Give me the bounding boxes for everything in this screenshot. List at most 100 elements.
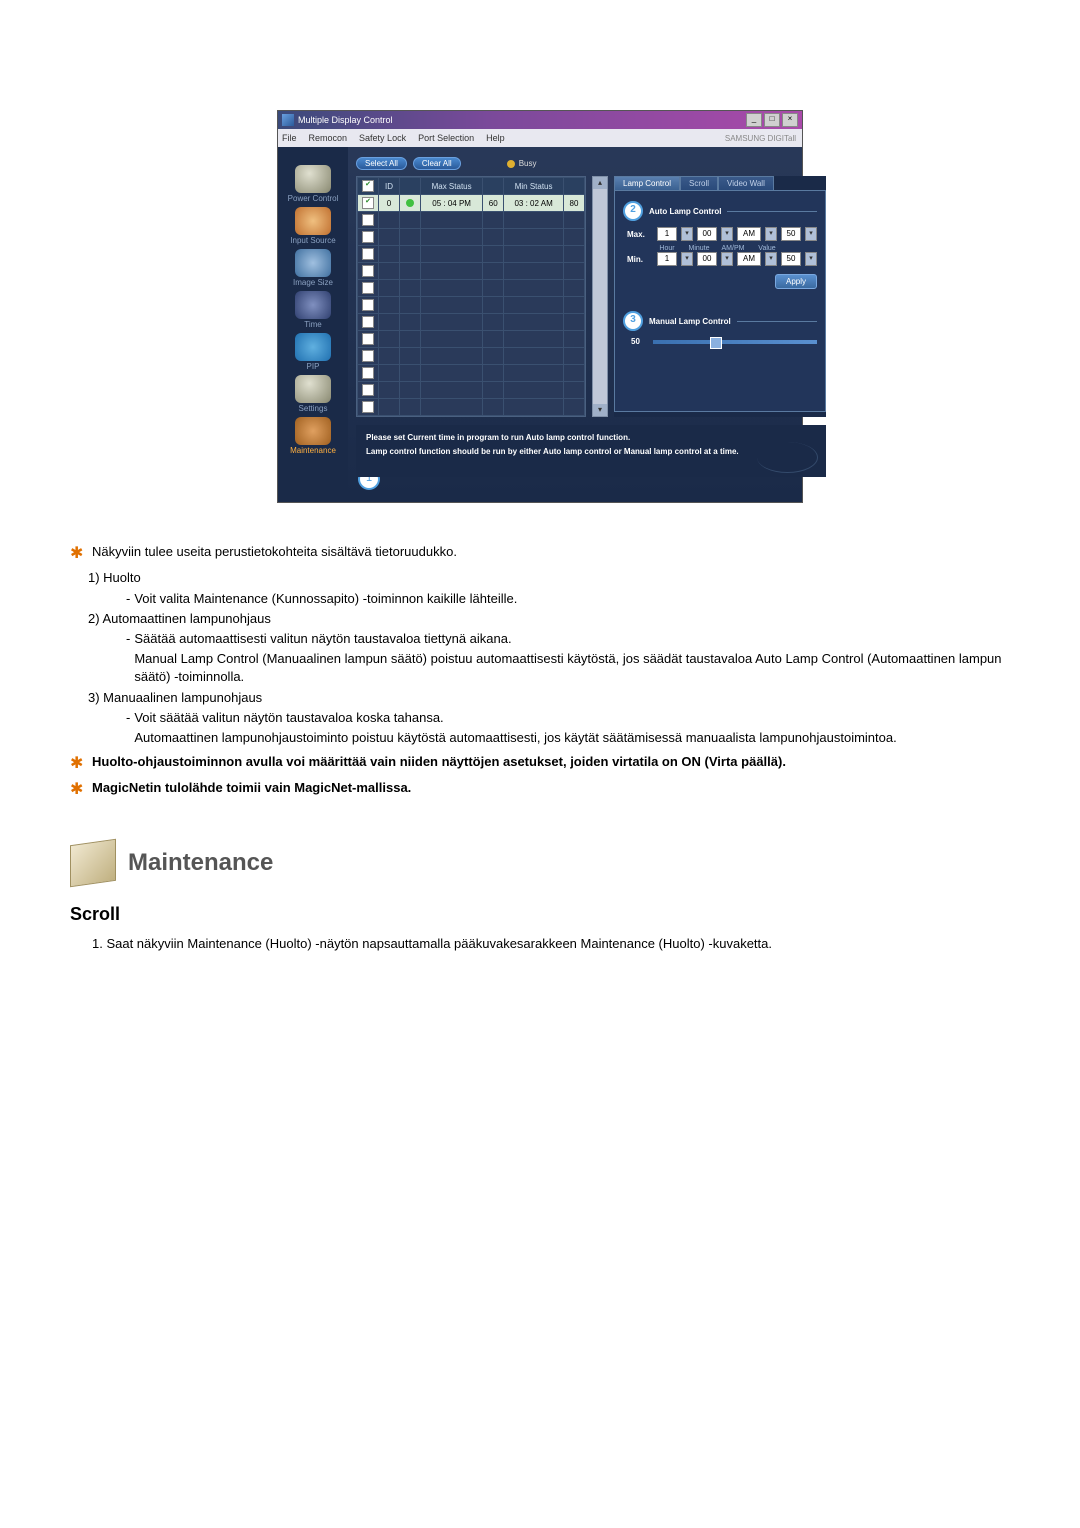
sidebar-item-settings[interactable]: Settings	[278, 375, 348, 415]
table-row[interactable]	[358, 246, 585, 263]
settings-icon	[295, 375, 331, 403]
menu-port-selection[interactable]: Port Selection	[418, 133, 474, 143]
sidebar-item-image-size[interactable]: Image Size	[278, 249, 348, 289]
min-row: Min. 1▾ 00▾ AM▾ 50▾	[627, 252, 817, 266]
table-row[interactable]	[358, 382, 585, 399]
tab-lamp-control[interactable]: Lamp Control	[614, 176, 680, 190]
header-checkbox[interactable]	[362, 180, 374, 192]
menu-bar: File Remocon Safety Lock Port Selection …	[278, 129, 802, 147]
table-row[interactable]	[358, 365, 585, 382]
menu-remocon[interactable]: Remocon	[309, 133, 348, 143]
min-value-select[interactable]: 50	[781, 252, 801, 266]
row-checkbox[interactable]	[362, 299, 374, 311]
doc-text: Huolto-ohjaustoiminnon avulla voi määrit…	[92, 753, 786, 775]
scroll-up-icon[interactable]: ▴	[593, 177, 607, 189]
tab-scroll[interactable]: Scroll	[680, 176, 718, 190]
max-min-select[interactable]: 00	[697, 227, 717, 241]
app-icon	[282, 114, 294, 126]
maximize-button[interactable]: □	[764, 113, 780, 127]
row-checkbox[interactable]	[362, 316, 374, 328]
brand-label: SAMSUNG DIGITall	[725, 134, 796, 143]
max-ampm-select[interactable]: AM	[737, 227, 761, 241]
doc-text: Voit säätää valitun näytön taustavaloa k…	[134, 709, 443, 727]
select-all-button[interactable]: Select All	[356, 157, 407, 170]
tab-video-wall[interactable]: Video Wall	[718, 176, 774, 190]
menu-file[interactable]: File	[282, 133, 297, 143]
chevron-down-icon[interactable]: ▾	[765, 227, 777, 241]
table-row[interactable]	[358, 348, 585, 365]
row-checkbox[interactable]	[362, 231, 374, 243]
max-value-select[interactable]: 50	[781, 227, 801, 241]
row-checkbox[interactable]	[362, 350, 374, 362]
col-min-status: Min Status	[504, 178, 564, 195]
table-row[interactable]	[358, 314, 585, 331]
max-hour-select[interactable]: 1	[657, 227, 677, 241]
doc-text: Näkyviin tulee useita perustietokohteita…	[92, 543, 457, 565]
time-icon	[295, 291, 331, 319]
doc-text: Voit valita Maintenance (Kunnossapito) -…	[134, 590, 517, 608]
message-line-1: Please set Current time in program to ru…	[366, 431, 816, 445]
row-checkbox[interactable]	[362, 401, 374, 413]
table-row[interactable]	[358, 212, 585, 229]
sidebar-item-pip[interactable]: PIP	[278, 333, 348, 373]
menu-help[interactable]: Help	[486, 133, 505, 143]
callout-marker-2: 2	[623, 201, 643, 221]
window-title: Multiple Display Control	[298, 115, 746, 125]
chevron-down-icon[interactable]: ▾	[765, 252, 777, 266]
manual-lamp-slider[interactable]	[653, 340, 817, 344]
min-hour-select[interactable]: 1	[657, 252, 677, 266]
power-icon	[295, 165, 331, 193]
slider-thumb-icon[interactable]	[710, 337, 722, 349]
max-row: Max. 1▾ 00▾ AM▾ 50▾	[627, 227, 817, 241]
busy-indicator: Busy	[507, 159, 537, 168]
table-row[interactable]	[358, 263, 585, 280]
table-row[interactable]	[358, 331, 585, 348]
row-checkbox[interactable]	[362, 265, 374, 277]
sidebar-item-time[interactable]: Time	[278, 291, 348, 331]
grid-scrollbar[interactable]: ▴ ▾	[592, 176, 608, 417]
table-row[interactable]	[358, 399, 585, 416]
decorative-swoosh-icon	[757, 442, 818, 473]
close-button[interactable]: ×	[782, 113, 798, 127]
chevron-down-icon[interactable]: ▾	[681, 227, 693, 241]
table-row[interactable]	[358, 229, 585, 246]
control-panel: Lamp Control Scroll Video Wall 2 Auto La…	[614, 176, 826, 417]
star-icon: ✱	[70, 543, 86, 565]
chevron-down-icon[interactable]: ▾	[721, 252, 733, 266]
chevron-down-icon[interactable]: ▾	[805, 252, 817, 266]
chevron-down-icon[interactable]: ▾	[681, 252, 693, 266]
message-line-2: Lamp control function should be run by e…	[366, 445, 816, 459]
chevron-down-icon[interactable]: ▾	[805, 227, 817, 241]
min-min-select[interactable]: 00	[697, 252, 717, 266]
row-checkbox[interactable]	[362, 282, 374, 294]
row-checkbox[interactable]	[362, 248, 374, 260]
row-checkbox[interactable]	[362, 197, 374, 209]
sidebar-item-maintenance[interactable]: Maintenance	[278, 417, 348, 457]
image-size-icon	[295, 249, 331, 277]
row-checkbox[interactable]	[362, 384, 374, 396]
row-checkbox[interactable]	[362, 333, 374, 345]
section-header: Maintenance	[70, 842, 1010, 884]
table-row[interactable]: 0 05 : 04 PM 60 03 : 02 AM 80	[358, 195, 585, 212]
chevron-down-icon[interactable]: ▾	[721, 227, 733, 241]
min-ampm-select[interactable]: AM	[737, 252, 761, 266]
sidebar-item-input-source[interactable]: Input Source	[278, 207, 348, 247]
apply-button[interactable]: Apply	[775, 274, 817, 289]
sidebar-item-power-control[interactable]: Power Control	[278, 165, 348, 205]
col-status-icon	[400, 178, 421, 195]
table-row[interactable]	[358, 280, 585, 297]
row-checkbox[interactable]	[362, 214, 374, 226]
clear-all-button[interactable]: Clear All	[413, 157, 461, 170]
doc-text: Automaattinen lampunohjaustoiminto poist…	[134, 729, 896, 747]
callout-marker-3: 3	[623, 311, 643, 331]
scroll-down-icon[interactable]: ▾	[593, 404, 607, 416]
sidebar: Power Control Input Source Image Size Ti…	[278, 147, 348, 502]
menu-safety-lock[interactable]: Safety Lock	[359, 133, 406, 143]
slider-value: 50	[631, 337, 649, 346]
minimize-button[interactable]: _	[746, 113, 762, 127]
auto-lamp-group: 2 Auto Lamp Control	[623, 201, 817, 221]
maintenance-box-icon	[70, 839, 116, 887]
doc-text: 3) Manuaalinen lampunohjaus	[88, 689, 1010, 707]
table-row[interactable]	[358, 297, 585, 314]
row-checkbox[interactable]	[362, 367, 374, 379]
